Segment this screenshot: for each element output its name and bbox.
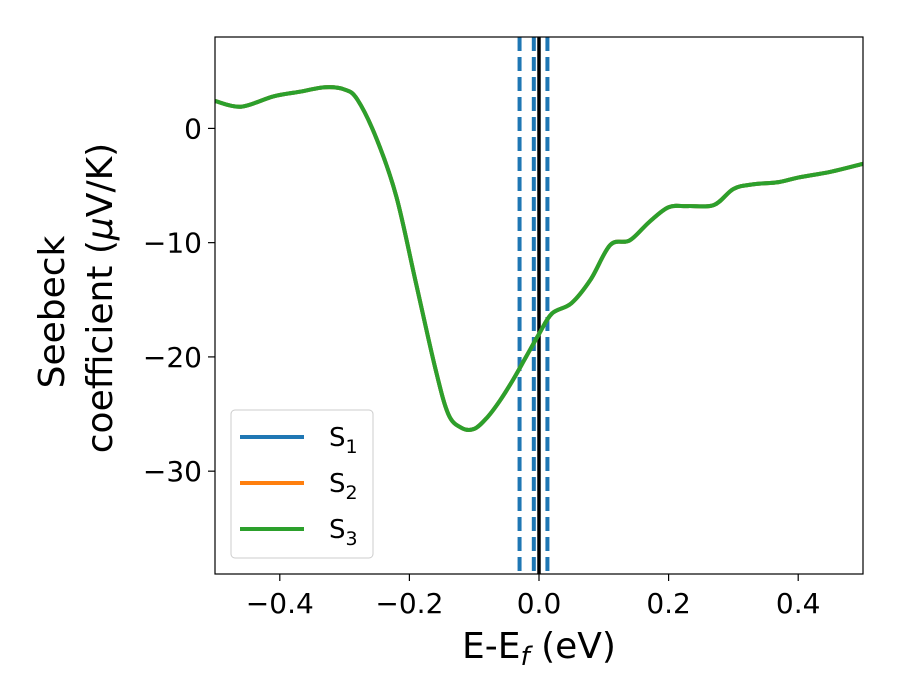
x-tick-label: −0.4 xyxy=(246,587,314,620)
x-axis-title-unit: (eV) xyxy=(530,626,616,667)
x-axis-title-main: E-E xyxy=(462,626,520,667)
y-axis-title-unit: V/K) xyxy=(80,143,121,217)
x-tick-label: 0.2 xyxy=(646,587,691,620)
legend-label-main: S xyxy=(329,515,346,545)
y-tick-label: −10 xyxy=(143,227,202,260)
legend-label-main: S xyxy=(329,469,346,499)
y-axis-title-text: coefficient ( xyxy=(80,240,121,453)
legend-label-sub: 1 xyxy=(346,436,358,458)
series-lines xyxy=(215,85,863,432)
legend-label-sub: 3 xyxy=(346,528,358,550)
x-axis-title: E-Ef (eV) xyxy=(462,626,616,672)
y-tick-label: −30 xyxy=(143,455,202,488)
x-tick-label: 0.4 xyxy=(776,587,821,620)
y-axis-ticks: 0 −10 −20 −30 xyxy=(143,112,215,488)
y-tick-label: −20 xyxy=(143,341,202,374)
legend-label-S1: S1 xyxy=(329,423,358,458)
legend-label-S3: S3 xyxy=(329,515,358,550)
legend-label-sub: 2 xyxy=(346,482,358,504)
y-axis-title-line1: Seebeck xyxy=(32,235,73,388)
y-axis-title-mu: μ xyxy=(80,217,121,241)
x-tick-label: −0.2 xyxy=(375,587,443,620)
x-tick-label: 0.0 xyxy=(517,587,562,620)
vertical-reference-lines xyxy=(517,37,550,574)
legend-label-main: S xyxy=(329,423,346,453)
x-axis-ticks: −0.4 −0.2 0.0 0.2 0.4 xyxy=(246,574,821,620)
y-axis-title-line2: coefficient (μV/K) xyxy=(80,143,121,453)
y-tick-label: 0 xyxy=(184,112,202,145)
series-line-S3 xyxy=(215,85,863,432)
legend-label-S2: S2 xyxy=(329,469,358,504)
